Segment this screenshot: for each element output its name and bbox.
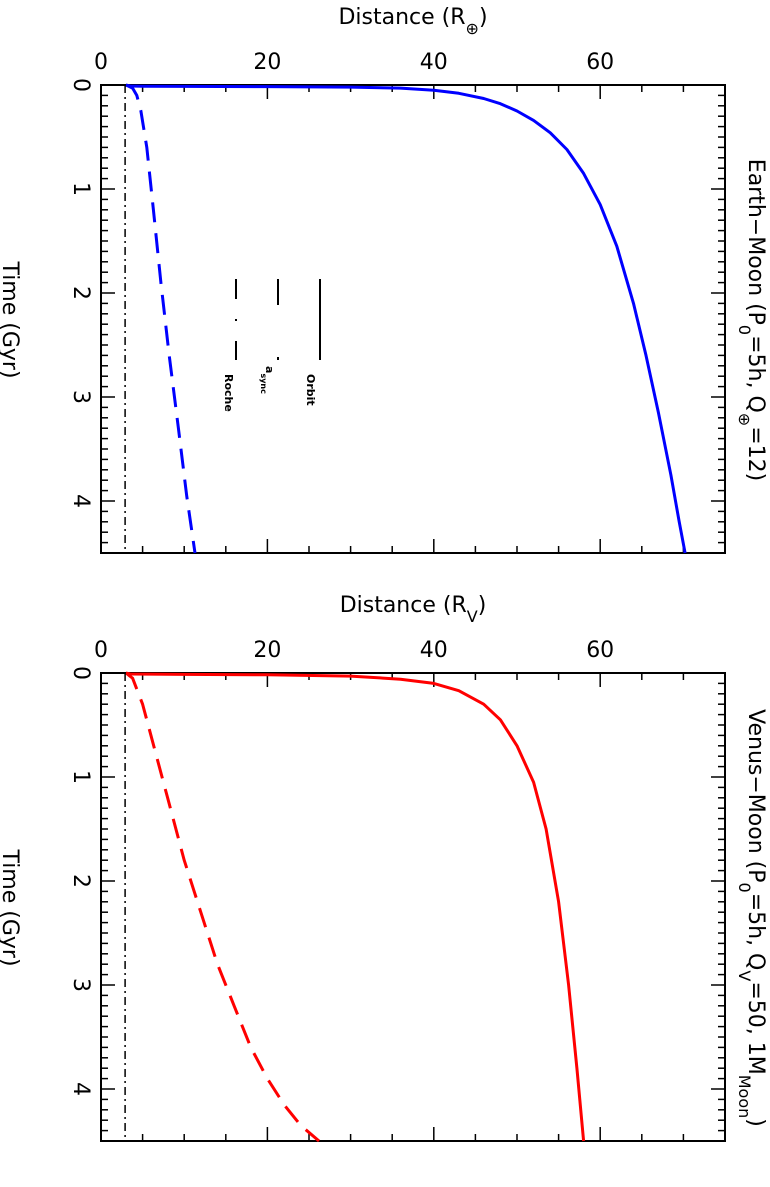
legend-async-label: async bbox=[260, 366, 277, 394]
x-tick-label: 20 bbox=[253, 50, 281, 75]
series-orbit-line bbox=[125, 83, 687, 554]
series-a-sync-line bbox=[125, 83, 197, 554]
y-tick-label: 4 bbox=[68, 494, 93, 508]
panel-title: Venus−Moon (P0=5h, QV=50, 1MMoon) bbox=[736, 709, 769, 1127]
x-tick-labels: 0 20 40 60 bbox=[94, 50, 614, 75]
earth-moon-panel: 0 20 40 60 0 1 2 3 4 Distance (R⊕) Time (Gyr) E… bbox=[0, 5, 769, 554]
y-tick-label: 4 bbox=[68, 1082, 93, 1096]
y-tick-label: 2 bbox=[68, 286, 93, 300]
y-tick-label: 0 bbox=[68, 666, 93, 680]
y-tick-labels: 0 1 2 3 4 bbox=[68, 78, 93, 508]
x-tick-label: 60 bbox=[586, 50, 614, 75]
y-tick-label: 1 bbox=[68, 182, 93, 196]
y-tick-label: 3 bbox=[68, 978, 93, 992]
series-orbit-line bbox=[125, 671, 586, 1142]
x-tick-label: 40 bbox=[420, 638, 448, 663]
y-tick-labels: 0 1 2 3 4 bbox=[68, 666, 93, 1096]
x-tick-label: 40 bbox=[420, 50, 448, 75]
x-tick-label: 0 bbox=[94, 50, 108, 75]
y-tick-label: 0 bbox=[68, 78, 93, 92]
y-tick-label: 3 bbox=[68, 390, 93, 404]
x-axis-title: Distance (R⊕) bbox=[338, 5, 487, 38]
y-axis-title: Time (Gyr) bbox=[0, 260, 22, 378]
legend-roche-label: Roche bbox=[222, 374, 235, 412]
x-tick-label: 0 bbox=[94, 638, 108, 663]
plot-frame bbox=[100, 672, 726, 1142]
axis-ticks bbox=[100, 84, 726, 554]
venus-moon-panel: 0 20 40 60 0 1 2 3 4 Distance (RV) Time (Gyr) V… bbox=[0, 593, 769, 1143]
series-layer bbox=[124, 83, 687, 554]
y-tick-label: 1 bbox=[68, 770, 93, 784]
x-tick-label: 60 bbox=[586, 638, 614, 663]
series-layer bbox=[124, 671, 586, 1143]
y-axis-title: Time (Gyr) bbox=[0, 848, 22, 966]
x-axis-title: Distance (RV) bbox=[340, 593, 487, 626]
axis-ticks bbox=[100, 672, 726, 1142]
legend-orbit-label: Orbit bbox=[304, 374, 317, 406]
plot-frame bbox=[100, 84, 726, 554]
panel-title: Earth−Moon (P0=5h, Q⊕=12) bbox=[736, 159, 769, 481]
x-tick-labels: 0 20 40 60 bbox=[94, 638, 614, 663]
x-tick-label: 20 bbox=[253, 638, 281, 663]
y-tick-label: 2 bbox=[68, 874, 93, 888]
legend: Orbit async Roche bbox=[222, 279, 321, 412]
series-a-sync-line bbox=[125, 671, 320, 1143]
